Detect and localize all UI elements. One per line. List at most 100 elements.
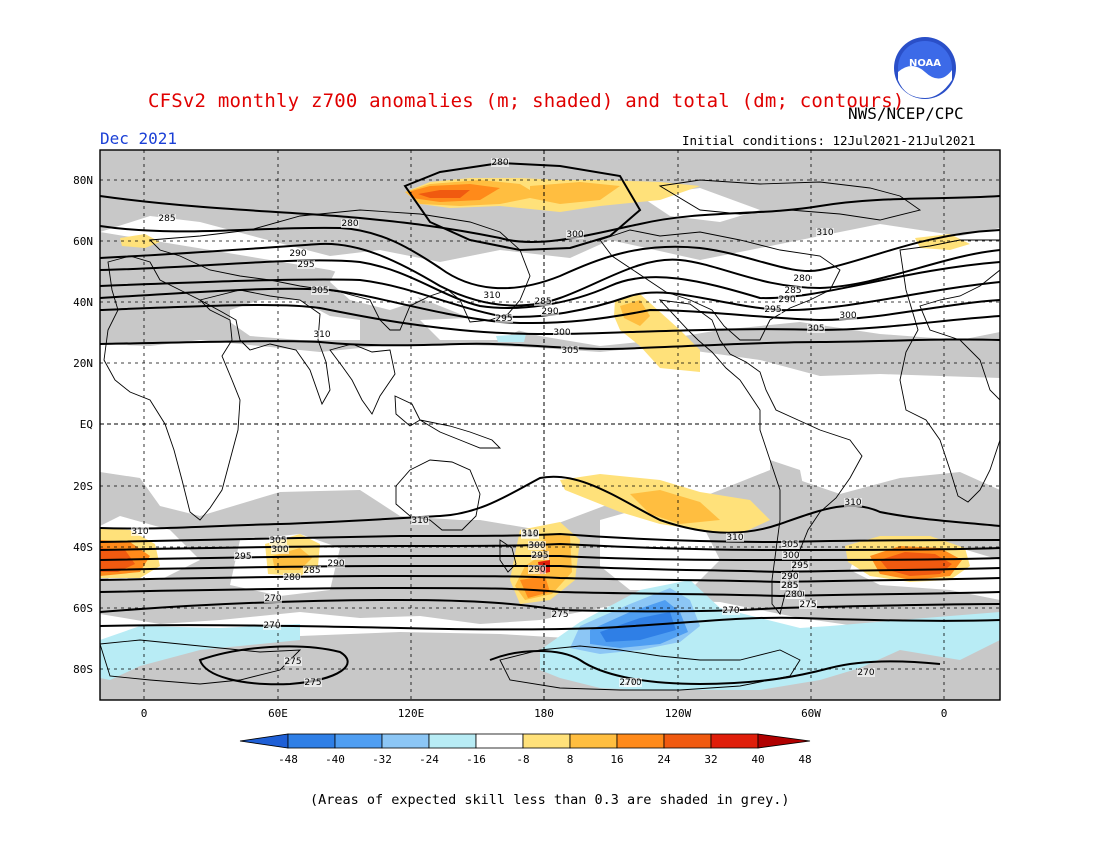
colorbar-tick-label: -8 [516, 753, 529, 766]
lat-lon-grid [100, 150, 1000, 700]
agency-label: NWS/NCEP/CPC [848, 104, 964, 123]
colorbar-swatch [287, 733, 336, 749]
noaa-logo: NOAA [894, 37, 956, 99]
colorbar-swatch [428, 733, 477, 749]
chart-title: CFSv2 monthly z700 anomalies (m; shaded)… [148, 90, 905, 112]
colorbar-tick-label: -24 [419, 753, 439, 766]
colorbar-tick-label: 16 [610, 753, 623, 766]
colorbar-tick-label: 32 [704, 753, 717, 766]
contour-label: 285 [781, 581, 798, 591]
contour-label: 270 [722, 606, 739, 616]
contour-label: 310 [726, 533, 743, 543]
contour-label: 300 [782, 551, 799, 561]
colorbar-tick-label: 48 [798, 753, 811, 766]
contour-label: 275 [284, 657, 301, 667]
colorbar-swatch [475, 733, 524, 749]
contour-label: 270 [264, 594, 281, 604]
contour-label: 280 [283, 573, 300, 583]
contour-label: 285 [534, 297, 551, 307]
lon-label: 180 [534, 707, 554, 720]
contour-label: 275 [551, 610, 568, 620]
contour-label: 300 [566, 230, 583, 240]
contour-label: 280 [785, 590, 802, 600]
contour-label: 290 [327, 559, 344, 569]
colorbar-swatch [616, 733, 665, 749]
colorbar-tick-label: 8 [567, 753, 574, 766]
contour-label: 290 [778, 295, 795, 305]
contour-label: 280 [341, 219, 358, 229]
contour-label: 290 [528, 565, 545, 575]
lon-label: 0 [941, 707, 948, 720]
contour-label: 295 [791, 561, 808, 571]
contour-label: 270 [263, 621, 280, 631]
colorbar-arrow-right [757, 733, 811, 749]
contour-label: 305 [311, 286, 328, 296]
initial-conditions: Initial conditions: 12Jul2021-21Jul2021 [682, 133, 976, 148]
contour-label: 305 [807, 324, 824, 334]
skill-footnote: (Areas of expected skill less than 0.3 a… [310, 792, 790, 808]
contour-label: 280 [491, 158, 508, 168]
negative-anomaly-shading [100, 334, 1000, 690]
contour-label: 295 [764, 305, 781, 315]
contour-label: 300 [839, 311, 856, 321]
forecast-period: Dec 2021 [100, 129, 178, 148]
contour-label: 300 [528, 541, 545, 551]
lat-label: 80N [73, 174, 93, 187]
contour-label: 310 [131, 527, 148, 537]
lat-label: 60S [73, 602, 93, 615]
colorbar-swatch [522, 733, 571, 749]
colorbar-tick-label: 40 [751, 753, 764, 766]
colorbar-swatch [663, 733, 712, 749]
contour-label: 310 [844, 498, 861, 508]
contour-label: 295 [531, 551, 548, 561]
contour-label: 270 [857, 668, 874, 678]
lat-label: 40N [73, 296, 93, 309]
lon-label: 60W [801, 707, 821, 720]
contour-label: 280 [793, 274, 810, 284]
contour-label: 305 [781, 540, 798, 550]
contour-label: 285 [158, 214, 175, 224]
contour-label: 300 [271, 545, 288, 555]
contour-label: 310 [521, 529, 538, 539]
lat-label: EQ [80, 418, 93, 431]
noaa-logo-text: NOAA [909, 58, 941, 69]
contour-label: 295 [234, 552, 251, 562]
colorbar-tick-label: -32 [372, 753, 392, 766]
contour-label: 270 [619, 678, 636, 688]
map-border [99, 149, 1001, 701]
contour-label: 310 [313, 330, 330, 340]
contour-label: 295 [297, 260, 314, 270]
colorbar-arrow-left [239, 733, 289, 749]
lon-label: 120W [665, 707, 692, 720]
colorbar-swatch [334, 733, 383, 749]
colorbar-tick-label: -48 [278, 753, 298, 766]
colorbar-swatch [710, 733, 759, 749]
colorbar: -48 -40 -32 -24 -16 -8 8 16 24 32 40 48 [239, 733, 812, 766]
colorbar-tick-label: 24 [657, 753, 671, 766]
lat-label: 60N [73, 235, 93, 248]
contour-label: 275 [799, 600, 816, 610]
colorbar-tick-label: -40 [325, 753, 345, 766]
contour-label: 285 [303, 566, 320, 576]
contour-label: 310 [816, 228, 833, 238]
contour-label: 275 [304, 678, 321, 688]
lat-label: 20S [73, 480, 93, 493]
contour-label: 305 [561, 346, 578, 356]
lon-label: 120E [398, 707, 425, 720]
contour-label: 295 [495, 314, 512, 324]
contour-label: 290 [289, 249, 306, 259]
contour-label: 285 [784, 286, 801, 296]
lat-label: 80S [73, 663, 93, 676]
contour-label: 310 [411, 516, 428, 526]
contour-label: 290 [781, 572, 798, 582]
contour-label: 310 [483, 291, 500, 301]
lat-axis-labels: 80N 60N 40N 20N EQ 20S 40S 60S 80S [73, 174, 93, 676]
contour-label: 290 [541, 307, 558, 317]
lat-label: 20N [73, 357, 93, 370]
lon-axis-labels: 0 60E 120E 180 120W 60W 0 [141, 707, 948, 720]
contour-label: 305 [269, 536, 286, 546]
lon-label: 0 [141, 707, 148, 720]
